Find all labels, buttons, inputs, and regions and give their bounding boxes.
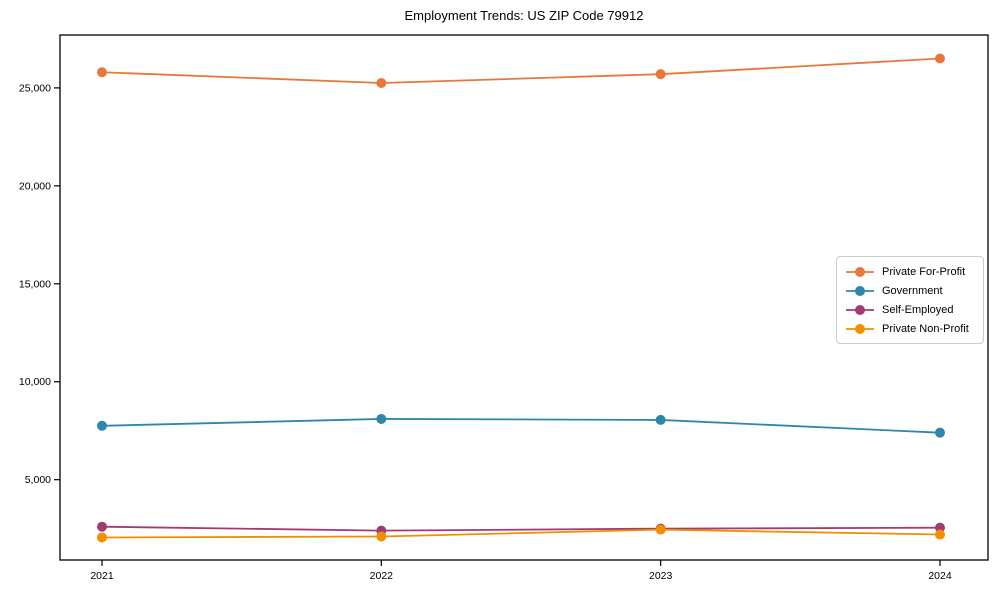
legend-label: Government <box>882 284 943 297</box>
data-point-private-for-profit-2023 <box>655 69 666 80</box>
data-point-government-2022 <box>376 413 387 424</box>
data-point-self-employed-2021 <box>97 521 107 532</box>
series-line-private-for-profit <box>101 57 941 84</box>
legend-label: Private Non-Profit <box>882 322 969 335</box>
data-point-government-2024 <box>935 427 945 438</box>
y-tick-label: 15,000 <box>19 278 51 290</box>
series-line-government <box>101 418 941 434</box>
y-tick-label: 5,000 <box>25 474 51 486</box>
data-point-private-non-profit-2021 <box>97 532 107 543</box>
legend-label: Private For-Profit <box>882 265 966 278</box>
legend-entry-private-for-profit: Private For-Profit <box>845 264 975 280</box>
data-point-private-for-profit-2022 <box>376 77 387 88</box>
legend-entry-private-non-profit: Private Non-Profit <box>845 321 975 337</box>
data-point-government-2023 <box>655 414 666 425</box>
y-tick-label: 10,000 <box>19 376 51 388</box>
x-tick-label: 2021 <box>90 570 114 582</box>
series-line-private-non-profit <box>101 528 941 539</box>
chart-title: Employment Trends: US ZIP Code 79912 <box>404 8 644 23</box>
legend-marker-icon <box>846 304 874 315</box>
data-point-private-non-profit-2022 <box>376 531 387 542</box>
y-tick-label: 20,000 <box>19 180 51 192</box>
x-tick-label: 2022 <box>370 570 394 582</box>
data-point-private-for-profit-2024 <box>935 53 945 64</box>
x-tick-label: 2024 <box>928 570 952 582</box>
legend-marker-icon <box>846 323 874 334</box>
data-point-private-non-profit-2023 <box>655 524 666 535</box>
data-point-government-2021 <box>97 420 107 431</box>
x-tick-label: 2023 <box>649 570 673 582</box>
legend-entry-self-employed: Self-Employed <box>845 302 975 318</box>
data-point-private-non-profit-2024 <box>935 529 945 540</box>
legend-marker-icon <box>846 266 874 277</box>
y-tick-label: 25,000 <box>19 82 51 94</box>
data-point-self-employed-2024 <box>935 522 945 533</box>
legend-label: Self-Employed <box>882 303 954 316</box>
legend-entry-government: Government <box>845 283 975 299</box>
data-point-private-for-profit-2021 <box>97 67 107 78</box>
chart-legend: Private For-Profit Government Self-Employe… <box>836 256 984 344</box>
plot-border <box>59 34 989 561</box>
series-line-self-employed <box>101 525 941 532</box>
legend-marker-icon <box>846 285 874 296</box>
